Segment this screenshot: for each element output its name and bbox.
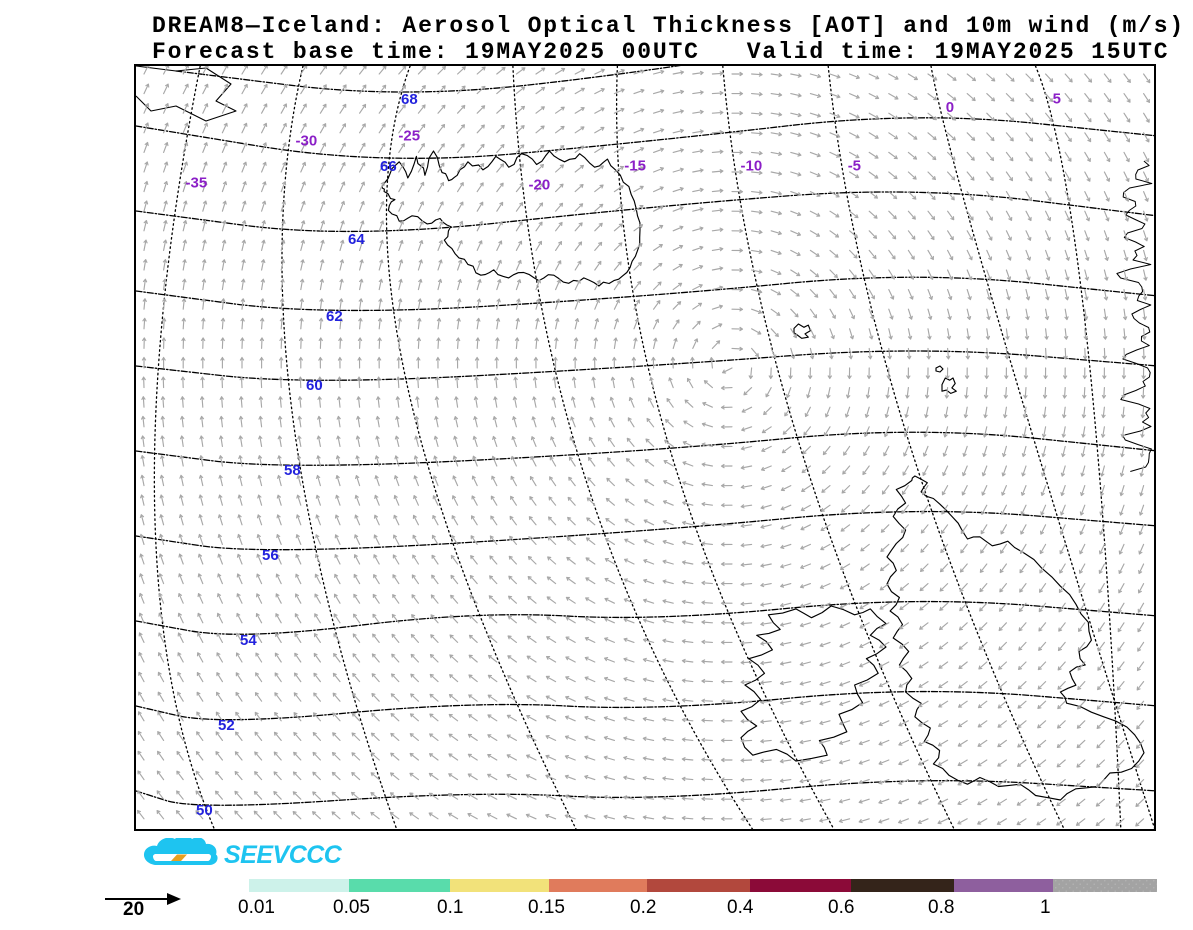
svg-text:52: 52 [218,717,235,734]
svg-text:58: 58 [284,462,301,479]
svg-text:-15: -15 [624,157,646,174]
svg-text:68: 68 [401,91,418,108]
svg-text:50: 50 [196,802,213,819]
svg-text:54: 54 [240,632,257,649]
svg-text:-25: -25 [398,128,420,145]
svg-text:66: 66 [380,158,397,175]
svg-text:-5: -5 [848,157,861,174]
svg-text:-35: -35 [186,175,208,192]
svg-text:0: 0 [946,99,954,116]
svg-text:60: 60 [306,377,323,394]
svg-text:-10: -10 [741,157,763,174]
svg-text:-20: -20 [529,177,551,194]
svg-text:56: 56 [262,547,279,564]
svg-text:SEEVCCC: SEEVCCC [224,841,343,869]
svg-text:-30: -30 [296,132,318,149]
svg-text:62: 62 [326,308,343,325]
svg-text:64: 64 [348,231,365,248]
svg-text:5: 5 [1053,90,1061,107]
